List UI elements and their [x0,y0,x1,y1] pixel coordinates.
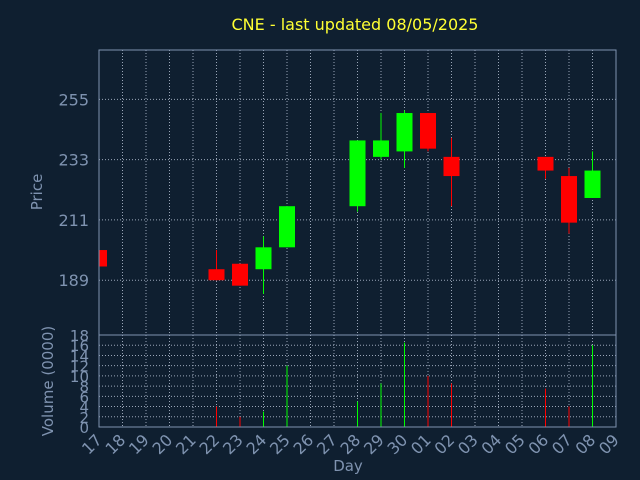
volume-axis-label: Volume (0000) [39,326,57,436]
price-tick-label: 189 [58,271,89,290]
x-axis-label: Day [333,457,363,475]
price-tick-label: 255 [58,90,89,109]
volume-tick-label: 8 [79,378,89,396]
price-y-ticks: 189 211 233 255 [58,90,89,290]
candle-body [255,247,272,270]
candle-body [537,156,554,171]
volume-tick-label: 16 [70,337,89,355]
candle-body [232,263,248,286]
volume-tick-label: 2 [79,409,89,427]
volume-tick-label: 14 [70,347,89,365]
volume-tick-label: 10 [70,368,89,386]
candle-body [584,170,601,198]
candles [98,110,601,294]
price-tick-label: 211 [58,211,89,230]
volume-tick-label: 4 [79,399,89,417]
candle-body [208,269,225,281]
candle-body [443,156,460,177]
volume-tick-label: 0 [79,419,89,437]
volume-tick-label: 12 [70,358,89,376]
candle-body [396,113,413,152]
candle-body [349,140,366,207]
chart-title: CNE - last updated 08/05/2025 [232,15,479,34]
volume-panel-frame [98,334,617,428]
volume-tick-label: 18 [70,327,89,345]
volume-tick-label: 6 [79,388,89,406]
candle-body [99,250,107,267]
candle-body [279,206,295,248]
price-tick-label: 233 [58,151,89,170]
volume-bars [216,342,593,427]
candle-body [373,140,389,157]
candle-body [561,176,577,223]
x-ticks: 1718192021222324252627282930010203040506… [78,430,623,458]
price-axis-label: Price [28,174,46,211]
candle-body [420,113,436,149]
